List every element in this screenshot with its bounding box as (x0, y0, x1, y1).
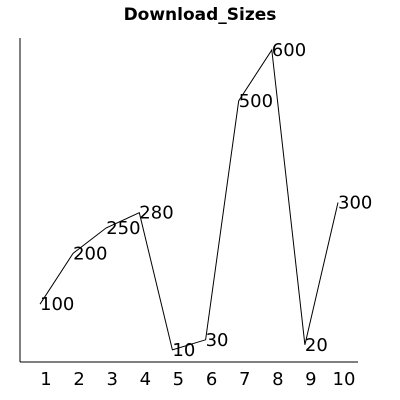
data-label: 500 (239, 91, 273, 112)
x-tick-label: 6 (206, 369, 217, 390)
x-tick-labels: 1 2 3 4 5 6 7 8 9 10 (40, 369, 355, 390)
series-line (39, 48, 339, 351)
x-tick-label: 7 (239, 369, 250, 390)
data-label: 200 (73, 243, 107, 264)
x-tick-label: 1 (40, 369, 51, 390)
data-label: 100 (40, 294, 74, 315)
chart-title: Download_Sizes (124, 5, 277, 25)
data-label: 30 (206, 330, 229, 351)
x-tick-label: 4 (140, 369, 151, 390)
x-tick-label: 10 (333, 369, 356, 390)
x-tick-label: 2 (73, 369, 84, 390)
x-tick-label: 9 (305, 369, 316, 390)
data-label: 300 (338, 193, 372, 214)
x-tick-label: 5 (173, 369, 184, 390)
x-tick-label: 8 (272, 369, 283, 390)
data-label: 280 (139, 203, 173, 224)
x-tick-label: 3 (106, 369, 117, 390)
data-label: 10 (172, 340, 195, 361)
data-label: 20 (305, 335, 328, 356)
data-label: 600 (272, 40, 306, 61)
data-label: 250 (106, 218, 140, 239)
